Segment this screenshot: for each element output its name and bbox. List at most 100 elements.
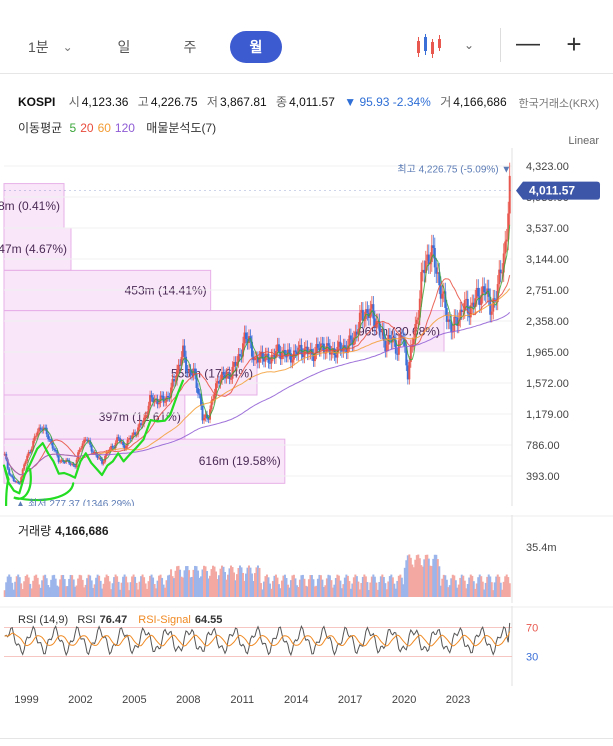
candle: [63, 461, 66, 463]
chevron-down-icon[interactable]: ⌄: [464, 38, 475, 52]
volume-bar: [96, 574, 99, 597]
volume-bar: [174, 570, 177, 597]
volume-bar: [15, 576, 18, 597]
scale-mode[interactable]: Linear: [568, 135, 599, 147]
indicator-legend[interactable]: 이동평균 5 20 60 120 매물분석도(7): [18, 119, 220, 136]
volume-bar: [5, 582, 8, 597]
volume-bar: [30, 588, 33, 597]
x-tick-label: 2002: [68, 694, 92, 706]
volume-bar: [237, 568, 240, 597]
candle: [408, 361, 411, 380]
volume-bar: [247, 565, 250, 597]
volume-bar: [29, 583, 32, 597]
candle: [176, 370, 179, 381]
candle: [51, 442, 54, 449]
candle: [182, 345, 185, 358]
volume-bar: [363, 574, 366, 597]
candle: [89, 440, 92, 445]
candle: [201, 405, 204, 421]
volume-bar: [277, 584, 280, 597]
candle: [507, 213, 510, 240]
volume-bar: [132, 574, 135, 597]
volume-bar: [261, 589, 264, 597]
rsi-signal-value: 64.55: [194, 614, 223, 626]
volume-bar: [189, 577, 192, 597]
tab-1min[interactable]: 1분 ⌄: [14, 31, 84, 63]
rsi-level-label: 70: [526, 623, 538, 635]
volume-bar: [279, 588, 282, 597]
candle: [315, 344, 318, 354]
volume-bar: [391, 577, 394, 597]
candle: [131, 435, 134, 439]
volume-bar: [72, 579, 75, 597]
volume-bar: [310, 575, 313, 597]
candle: [158, 403, 161, 405]
tab-month[interactable]: 월: [230, 31, 282, 63]
candle: [50, 439, 53, 443]
volume-bar: [487, 574, 490, 597]
volume-bar: [111, 583, 114, 597]
volume-bar: [99, 580, 102, 597]
volume-bar: [12, 589, 15, 597]
volume-bar: [221, 565, 224, 597]
ma-line-120: [4, 312, 511, 476]
volume-bar: [352, 577, 355, 597]
volume-bar: [149, 575, 152, 597]
candle: [361, 309, 364, 321]
volume-bar: [6, 576, 9, 597]
candle: [436, 272, 439, 274]
candle: [149, 395, 152, 406]
candle: [60, 460, 63, 462]
volume-bar: [321, 579, 324, 597]
candle: [324, 352, 327, 354]
tab-week[interactable]: 주: [183, 39, 197, 55]
volume-bar: [402, 584, 405, 597]
volume-bar: [129, 582, 132, 597]
volume-bar: [66, 586, 69, 597]
volume-bar: [188, 570, 191, 597]
candle: [435, 267, 438, 274]
volume-bar: [143, 577, 146, 597]
volume-bar: [235, 574, 238, 597]
volume-bar: [274, 574, 277, 597]
candle: [20, 477, 23, 484]
volume-bar: [469, 574, 472, 597]
volume-bar: [493, 582, 496, 597]
chevron-down-icon[interactable]: ⌄: [62, 40, 73, 54]
volume-bar: [158, 575, 161, 597]
plus-icon[interactable]: +: [566, 29, 582, 59]
candle: [237, 354, 240, 362]
volume-bar: [38, 584, 41, 597]
candle: [456, 317, 459, 326]
candle: [177, 364, 180, 371]
volume-bar: [264, 576, 267, 597]
minus-icon[interactable]: —: [516, 30, 540, 57]
candle: [294, 350, 297, 352]
candle: [417, 317, 420, 320]
candle: [475, 287, 478, 299]
volume-bar: [292, 574, 295, 597]
volume-bar: [367, 590, 370, 597]
volume-bar: [468, 577, 471, 597]
candle: [6, 459, 9, 469]
current-price-label: 4,011.57: [529, 184, 575, 198]
volume-bar: [152, 577, 155, 597]
volume-bar: [104, 577, 107, 597]
volume-bar: [18, 577, 21, 597]
candle: [204, 414, 207, 418]
volume-bar: [87, 574, 90, 597]
volume-bar: [231, 567, 234, 597]
volume-bar: [369, 582, 372, 597]
candle: [171, 378, 174, 388]
volume-bar: [282, 575, 285, 597]
candlestick-icon[interactable]: [415, 33, 443, 59]
tab-day[interactable]: 일: [117, 39, 131, 55]
volume-bar: [177, 565, 180, 597]
volume-chart[interactable]: 35.4m: [0, 515, 613, 603]
volume-bar: [486, 576, 489, 597]
rsi-chart[interactable]: 70 30: [0, 606, 613, 686]
price-chart[interactable]: 12.8m (0.41%)147m (4.67%)453m (14.41%)96…: [0, 148, 613, 506]
volume-bar: [268, 583, 271, 597]
volume-bar: [406, 555, 409, 597]
volume-bar: [69, 574, 72, 597]
